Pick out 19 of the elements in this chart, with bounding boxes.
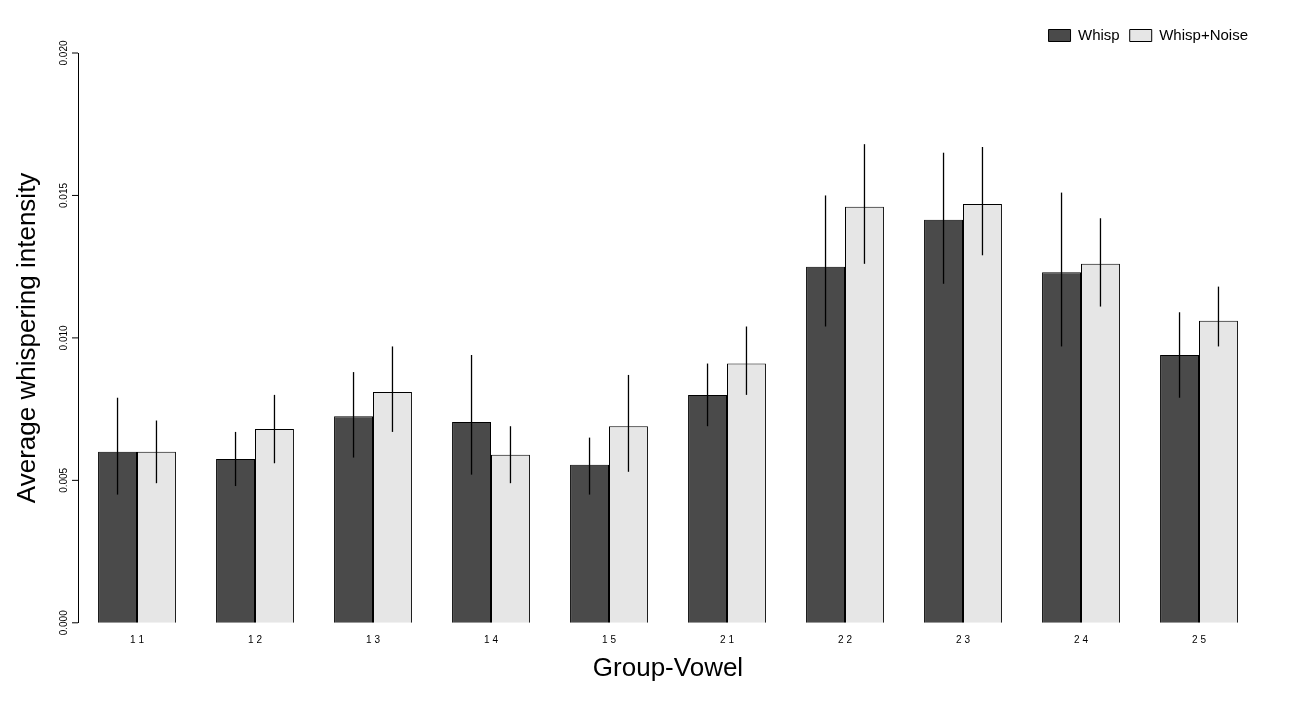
y-tick-label: 0.020: [57, 40, 69, 66]
x-tick-label: 2 3: [956, 633, 971, 645]
x-tick-label: 1 3: [366, 633, 381, 645]
y-axis-title: Average whispering intensity: [10, 172, 41, 504]
legend-label: Whisp+Noise: [1159, 25, 1249, 43]
x-tick-label: 1 4: [484, 633, 499, 645]
x-tick-label: 1 2: [248, 633, 263, 645]
y-tick-label: 0.015: [57, 182, 69, 208]
x-tick-label: 1 1: [130, 633, 145, 645]
x-tick-label: 2 1: [720, 633, 735, 645]
y-tick-label: 0.000: [57, 609, 69, 636]
legend-label: Whisp: [1078, 25, 1120, 43]
x-tick-label: 2 4: [1074, 633, 1089, 645]
y-tick-label: 0.005: [57, 467, 69, 493]
x-tick-label: 2 5: [1192, 633, 1207, 645]
x-axis-title: Group-Vowel: [592, 651, 744, 682]
x-tick-label: 1 5: [602, 633, 617, 645]
x-tick-label: 2 2: [838, 633, 853, 645]
y-tick-label: 0.010: [57, 324, 69, 351]
